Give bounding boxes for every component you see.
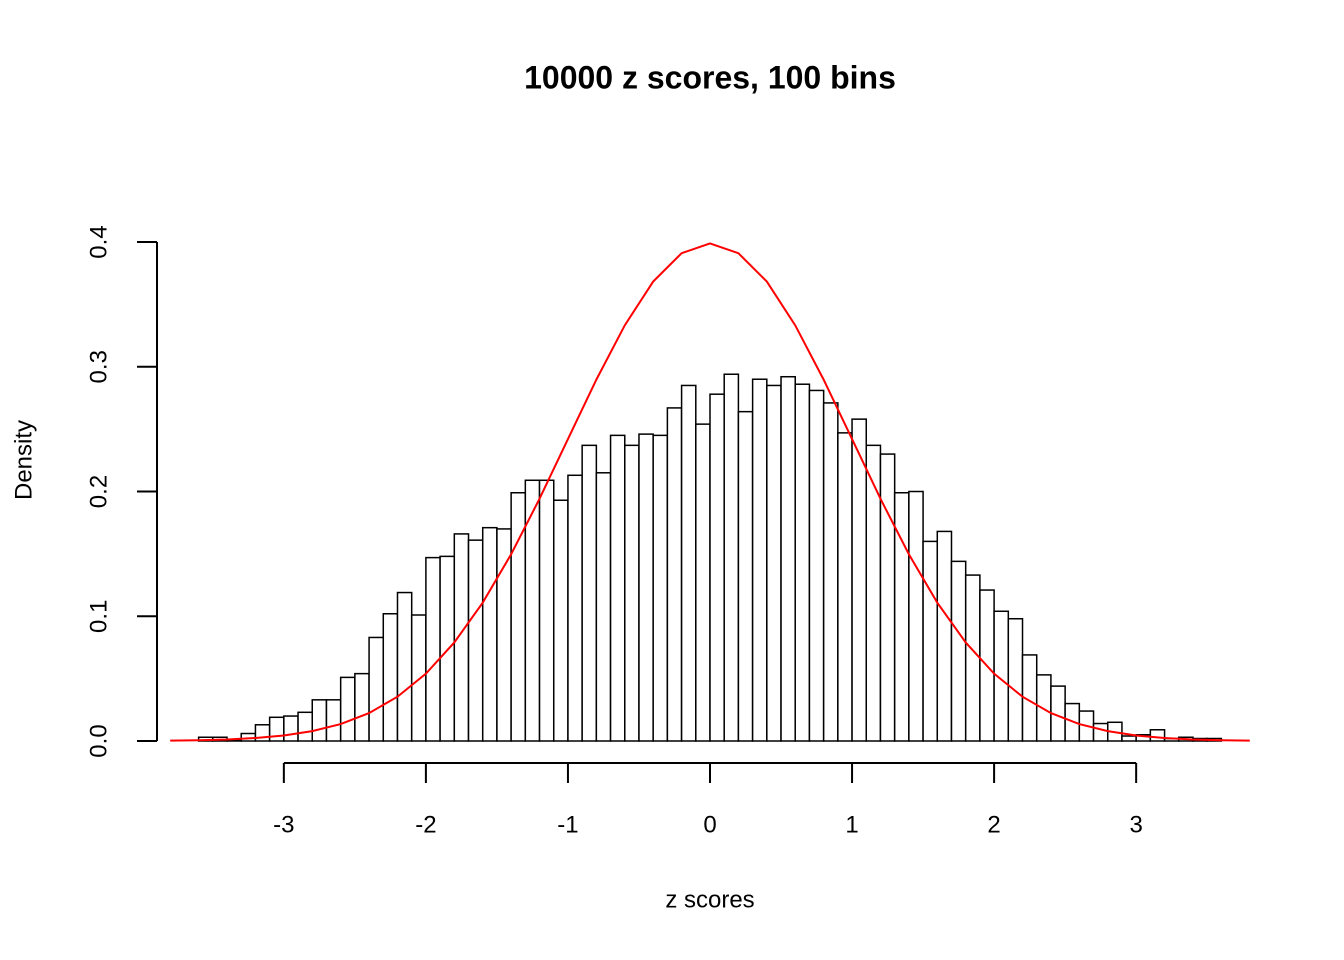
bar (666, 407, 683, 742)
bar (538, 479, 555, 742)
bar (638, 433, 654, 742)
bar (723, 373, 740, 742)
y-tick-label: 0.0 (85, 724, 112, 757)
x-tick-label: 2 (987, 811, 1000, 838)
bar (439, 555, 456, 742)
bar (780, 375, 796, 742)
y-tick-label: 0.1 (85, 600, 112, 633)
bar (354, 672, 370, 742)
chart-title: 10000 z scores, 100 bins (524, 59, 896, 95)
bar (567, 474, 583, 742)
bar (524, 479, 541, 742)
x-tick-label: -3 (273, 811, 294, 838)
bar (453, 533, 470, 742)
bar (822, 402, 839, 742)
bar (325, 699, 342, 742)
bar (396, 591, 413, 742)
bar (936, 530, 953, 742)
bar (595, 472, 612, 742)
bar (908, 490, 924, 742)
bar (283, 715, 299, 742)
y-tick-label: 0.2 (85, 475, 112, 508)
bar (1149, 729, 1166, 742)
bar (339, 676, 356, 742)
bar (751, 378, 768, 742)
bar (382, 613, 399, 742)
y-axis-label: Density (10, 420, 37, 500)
x-tick-label: -1 (557, 811, 578, 838)
bar (922, 540, 939, 742)
bar (737, 410, 754, 742)
bar (851, 418, 868, 742)
bar (709, 393, 725, 742)
bar (652, 434, 669, 742)
bar (808, 389, 825, 742)
bar (311, 699, 328, 742)
y-tick-label: 0.3 (85, 350, 112, 383)
x-tick-label: -2 (415, 811, 436, 838)
x-tick-label: 1 (845, 811, 858, 838)
bar (766, 384, 782, 742)
bar (496, 528, 512, 742)
bar (467, 539, 484, 742)
bar (552, 499, 569, 742)
bar (368, 636, 385, 742)
bar (1121, 735, 1137, 742)
bar (794, 383, 811, 742)
bar (695, 423, 711, 742)
bar (481, 526, 498, 742)
bar (1007, 617, 1024, 742)
density-curve (170, 242, 1250, 742)
bar (581, 444, 598, 742)
bar (865, 444, 882, 742)
bar (410, 614, 427, 742)
bar (837, 432, 853, 742)
y-tick-label: 0.4 (85, 225, 112, 258)
bar (680, 384, 697, 742)
x-axis-label: z scores (665, 886, 754, 913)
bar (425, 556, 441, 742)
bar (879, 453, 896, 742)
bar (950, 560, 967, 742)
bar (1092, 722, 1109, 742)
bar (964, 574, 981, 742)
x-tick-label: 3 (1129, 811, 1142, 838)
bar (297, 711, 314, 742)
bar (624, 444, 640, 742)
x-tick-label: 0 (703, 811, 716, 838)
bar (609, 434, 626, 742)
